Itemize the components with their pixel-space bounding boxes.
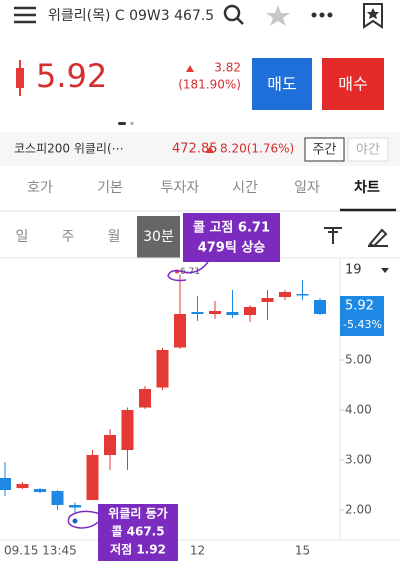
annotation-text: 저점 1.92 xyxy=(110,542,166,557)
last-price: 5.92 xyxy=(345,299,374,314)
period-selected xyxy=(137,216,180,258)
annotation-pointer xyxy=(167,261,209,282)
draw-icon[interactable] xyxy=(368,228,388,248)
candle-body xyxy=(156,350,169,388)
underlying-change: 8.20(1.76%) xyxy=(220,142,294,156)
y-tick-label: 4.00 xyxy=(345,403,372,417)
candle-body xyxy=(104,435,116,455)
favorite-icon[interactable] xyxy=(266,5,290,26)
annotation-pointer xyxy=(67,510,101,529)
indicator-icon[interactable] xyxy=(324,227,342,244)
page-title: 위클리(목) C 09W3 467.5 xyxy=(48,8,214,24)
annotation-box xyxy=(183,213,280,262)
day-session-label[interactable]: 주간 xyxy=(313,143,337,158)
y-tick-label: 2.00 xyxy=(345,503,372,517)
period-option[interactable]: 주 xyxy=(62,229,75,245)
day-session-button[interactable] xyxy=(304,137,345,162)
tab[interactable]: 일자 xyxy=(294,180,320,196)
candle-body xyxy=(121,410,134,450)
candle-body xyxy=(261,298,274,302)
tab[interactable]: 호가 xyxy=(27,180,53,196)
candle-body xyxy=(244,307,256,315)
price-change-rate: (181.90%) xyxy=(178,78,241,92)
search-icon[interactable] xyxy=(223,4,244,25)
candle-body xyxy=(314,300,326,314)
period-count[interactable]: 19 xyxy=(345,263,362,278)
annotation-text: 위클리 등가 xyxy=(108,506,167,521)
underlying-price: 472.85 xyxy=(172,142,218,157)
y-tick-label: 3.00 xyxy=(345,453,372,467)
x-tick-label: 09.15 13:45 xyxy=(4,544,77,558)
tab[interactable]: 차트 xyxy=(354,180,380,196)
low-marker xyxy=(72,518,78,524)
candle-body xyxy=(209,311,221,314)
annotation-text: 479틱 상승 xyxy=(198,240,266,256)
more-icon[interactable] xyxy=(311,12,333,18)
candle-body xyxy=(86,455,99,500)
up-arrow xyxy=(186,65,194,72)
tab[interactable]: 시간 xyxy=(232,180,258,196)
period-option[interactable]: 월 xyxy=(108,229,121,245)
night-session-button[interactable] xyxy=(347,137,389,162)
sell-label[interactable]: 매도 xyxy=(267,75,296,94)
page-dot xyxy=(130,121,134,126)
tab[interactable]: 기본 xyxy=(97,180,123,196)
last-change: -5.43% xyxy=(343,318,382,331)
candle-body xyxy=(0,478,11,490)
annotation-text: 콜 467.5 xyxy=(111,524,164,539)
price-change: 3.82 xyxy=(214,61,241,75)
up-arrow xyxy=(206,146,214,153)
period-option[interactable]: 30분 xyxy=(143,229,174,245)
night-session-label[interactable]: 야간 xyxy=(356,143,380,158)
last-price-box xyxy=(340,296,384,336)
candle-body xyxy=(191,312,204,314)
underlying-name: 코스피200 위클리(⋯ xyxy=(14,142,124,156)
candle-body xyxy=(296,294,309,296)
price-candle-icon xyxy=(16,68,24,88)
annotation-box xyxy=(98,504,178,561)
y-tick-label: 5.00 xyxy=(345,353,372,367)
candle-body xyxy=(34,489,46,492)
candle-body xyxy=(226,312,239,315)
page-dot xyxy=(118,122,126,125)
period-option[interactable]: 일 xyxy=(16,229,29,245)
candle-body xyxy=(139,389,151,408)
candle-body xyxy=(51,491,64,505)
sell-button[interactable] xyxy=(252,58,312,110)
bookmark-icon[interactable] xyxy=(363,3,383,29)
menu-icon[interactable] xyxy=(14,6,36,24)
tab[interactable]: 투자자 xyxy=(161,180,200,196)
dropdown-arrow[interactable] xyxy=(381,268,389,273)
candle-body xyxy=(279,292,291,297)
buy-label[interactable]: 매수 xyxy=(338,75,367,94)
x-tick-label: 15 xyxy=(295,544,310,558)
buy-button[interactable] xyxy=(322,58,384,110)
candle-body xyxy=(16,484,29,488)
x-tick-label: 12 xyxy=(190,544,205,558)
candle-body xyxy=(174,314,186,348)
candle-body xyxy=(69,505,81,508)
annotation-text: 콜 고점 6.71 xyxy=(193,221,270,236)
current-price: 5.92 xyxy=(36,57,107,95)
